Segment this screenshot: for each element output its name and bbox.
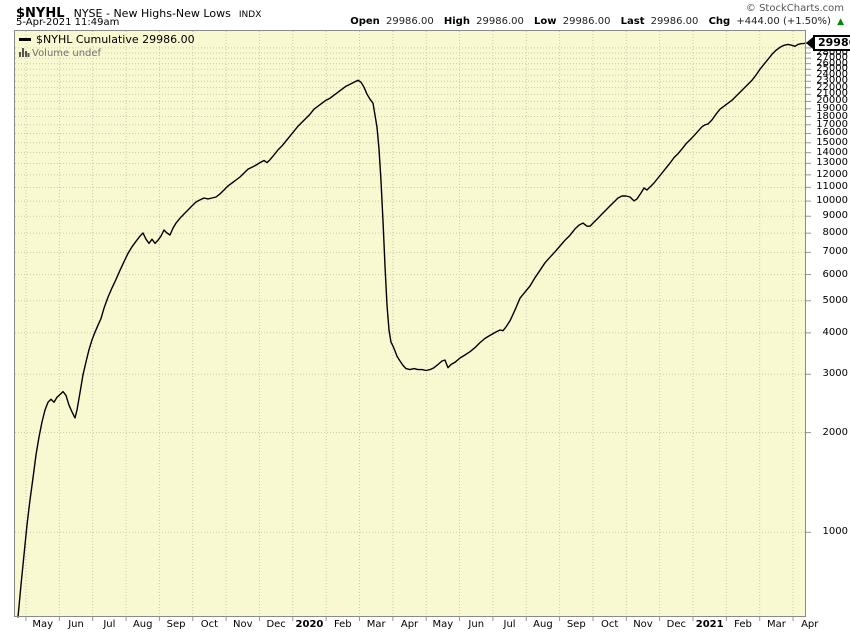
- low-label: Low: [534, 16, 557, 27]
- price-tag-pointer-icon: [806, 37, 813, 50]
- symbol-label: $NYHL: [16, 6, 65, 21]
- y-axis-label: 25000: [816, 63, 848, 75]
- y-axis-label: 13000: [816, 157, 848, 169]
- x-axis-label: 2020: [295, 619, 324, 630]
- volume-legend-label: Volume undef: [32, 48, 102, 59]
- y-axis-label: 9000: [822, 210, 848, 222]
- x-axis-label: Nov: [233, 619, 253, 630]
- x-axis-label: 2021: [695, 619, 724, 630]
- y-axis-label: 21000: [816, 88, 848, 100]
- exchange-label: INDX: [238, 10, 262, 20]
- x-axis-label: Sep: [566, 619, 586, 630]
- volume-legend: Volume undef: [19, 47, 101, 59]
- y-axis-label: 18000: [816, 110, 848, 122]
- y-axis-label: 15000: [816, 136, 848, 148]
- x-axis-label: Oct: [600, 619, 619, 630]
- plot-background: [14, 30, 806, 617]
- y-axis-label: 5000: [822, 294, 848, 306]
- x-axis-label: Jun: [68, 619, 84, 630]
- y-axis-label: 19000: [816, 102, 848, 114]
- high-label: High: [443, 16, 470, 27]
- x-axis-labels: May Jun Jul Aug Sep Oct Nov Dec 2020 Feb Mar Apr May…: [14, 619, 850, 633]
- x-axis-label: May: [32, 619, 54, 630]
- y-axis-label: 1000: [822, 526, 848, 538]
- price-line: [17, 42, 807, 618]
- plot-area: $NYHL Cumulative 29986.00 Volume undef: [14, 30, 814, 622]
- y-axis-label: 16000: [816, 127, 848, 139]
- x-axis-label: May: [432, 619, 454, 630]
- x-axis-label: Mar: [366, 619, 386, 630]
- y-axis-label: 2000: [822, 426, 848, 438]
- price-tag-value: 29986.00: [813, 35, 850, 52]
- x-axis-label: Mar: [766, 619, 786, 630]
- x-axis-label: Sep: [166, 619, 186, 630]
- y-axis-label: 17000: [816, 118, 848, 130]
- y-axis-label: 4000: [822, 326, 848, 338]
- x-axis-label: Jul: [503, 619, 516, 630]
- series-line-swatch: [19, 38, 31, 41]
- y-axis-label: 26000: [816, 57, 848, 69]
- x-axis-label: Feb: [734, 619, 752, 630]
- y-axis-label: 28000: [816, 46, 848, 58]
- chg-value: +444.00 (+1.50%): [736, 16, 831, 27]
- y-axis-label: 22000: [816, 81, 848, 93]
- last-price-tag: 29986.00: [806, 35, 850, 52]
- title-row: $NYHL NYSE - New Highs-New Lows INDX: [16, 2, 261, 21]
- y-axis-label: 23000: [816, 75, 848, 87]
- y-axis-label: 14000: [816, 146, 848, 158]
- y-axis-label: 27000: [816, 52, 848, 64]
- y-axis-label: 7000: [822, 246, 848, 258]
- volume-bars-icon: [19, 48, 30, 57]
- low-value: 29986.00: [562, 16, 611, 27]
- x-axis-label: Feb: [333, 619, 352, 630]
- quote-strip: Open 29986.00 High 29986.00 Low 29986.00…: [350, 16, 844, 27]
- x-axis-label: Apr: [801, 619, 819, 630]
- x-axis-label: Jul: [103, 619, 116, 630]
- x-axis-label: Apr: [400, 619, 419, 630]
- last-label: Last: [620, 16, 645, 27]
- y-axis-labels: 1000 2000 3000 4000 5000 6000 7000 8000 9000 1000…: [808, 30, 850, 622]
- y-axis-label: 6000: [822, 268, 848, 280]
- copyright-text: © StockCharts.com: [745, 3, 844, 14]
- x-axis-label: Aug: [132, 619, 153, 630]
- y-axis-label: 24000: [816, 69, 848, 81]
- x-axis-label: Nov: [633, 619, 653, 630]
- open-label: Open: [350, 16, 380, 27]
- chg-label: Chg: [708, 16, 731, 27]
- x-axis-label: Dec: [266, 619, 286, 630]
- x-axis-label: Aug: [533, 619, 553, 630]
- chart-datetime: 5-Apr-2021 11:49am: [16, 17, 120, 28]
- plot-svg: [14, 30, 811, 621]
- series-legend-label: $NYHL Cumulative: [36, 33, 139, 46]
- x-axis-label: Dec: [666, 619, 686, 630]
- series-legend: $NYHL Cumulative 29986.00: [19, 33, 195, 46]
- up-triangle-icon: ▲: [837, 17, 844, 27]
- open-value: 29986.00: [385, 16, 434, 27]
- x-axis-label: Oct: [200, 619, 219, 630]
- y-axis-label: 3000: [822, 368, 848, 380]
- series-legend-value: 29986.00: [142, 33, 195, 46]
- y-axis-label: 20000: [816, 95, 848, 107]
- y-axis-label: 12000: [816, 168, 848, 180]
- high-value: 29986.00: [476, 16, 524, 27]
- plot-border: [14, 30, 806, 617]
- index-name: NYSE - New Highs-New Lows: [73, 7, 231, 20]
- last-value: 29986.00: [650, 16, 699, 27]
- x-axis-label: Jun: [468, 619, 485, 630]
- y-axis-label: 11000: [816, 181, 848, 193]
- y-axis-label: 10000: [816, 195, 848, 207]
- y-axis-label: 8000: [822, 227, 848, 239]
